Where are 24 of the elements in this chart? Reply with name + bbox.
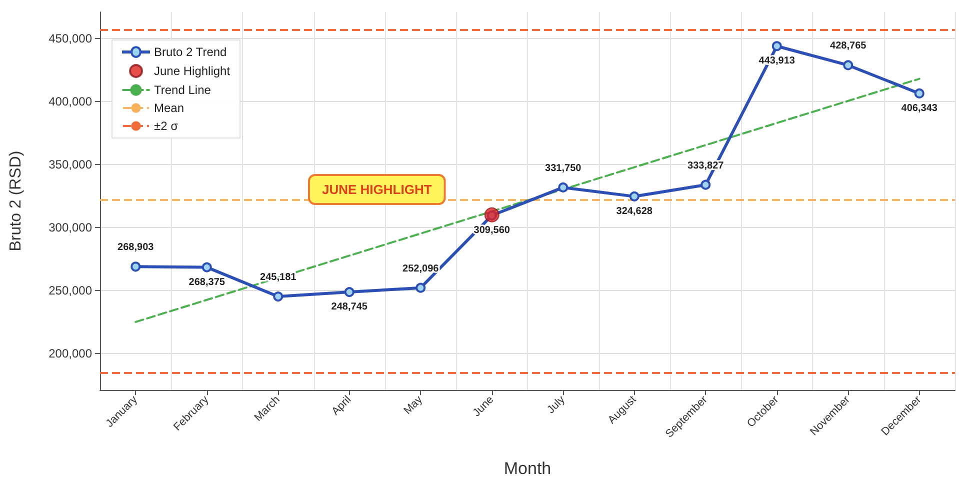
- x-axis-title: Month: [504, 459, 552, 478]
- data-label: 252,096: [402, 263, 440, 274]
- data-label: 324,628: [616, 206, 653, 217]
- y-tick-label: 350,000: [48, 157, 92, 172]
- annotation: JUNE HIGHLIGHT: [322, 182, 432, 197]
- data-label: 248,745: [331, 302, 368, 313]
- y-tick-label: 200,000: [48, 346, 92, 360]
- data-label: 428,765: [830, 40, 867, 52]
- y-tick-label: 300,000: [48, 220, 92, 234]
- data-label: 268,375: [188, 276, 226, 288]
- legend-label: June Highlight: [154, 64, 231, 78]
- x-tick-label: July: [545, 393, 568, 416]
- y-axis-title: Bruto 2 (RSD): [8, 150, 24, 252]
- y-tick-label: 450,000: [48, 31, 92, 46]
- legend-label: Mean: [154, 101, 184, 115]
- data-label: 406,343: [901, 102, 938, 114]
- data-label: 268,903: [118, 242, 154, 254]
- y-tick-label: 400,000: [48, 94, 92, 108]
- legend-label: ±2 σ: [154, 119, 179, 133]
- data-label: 331,750: [545, 162, 582, 174]
- x-tick-label: May: [402, 393, 426, 417]
- legend-label: Bruto 2 Trend: [154, 45, 227, 59]
- legend-label: Trend Line: [154, 83, 212, 97]
- y-tick-label: 250,000: [48, 283, 92, 298]
